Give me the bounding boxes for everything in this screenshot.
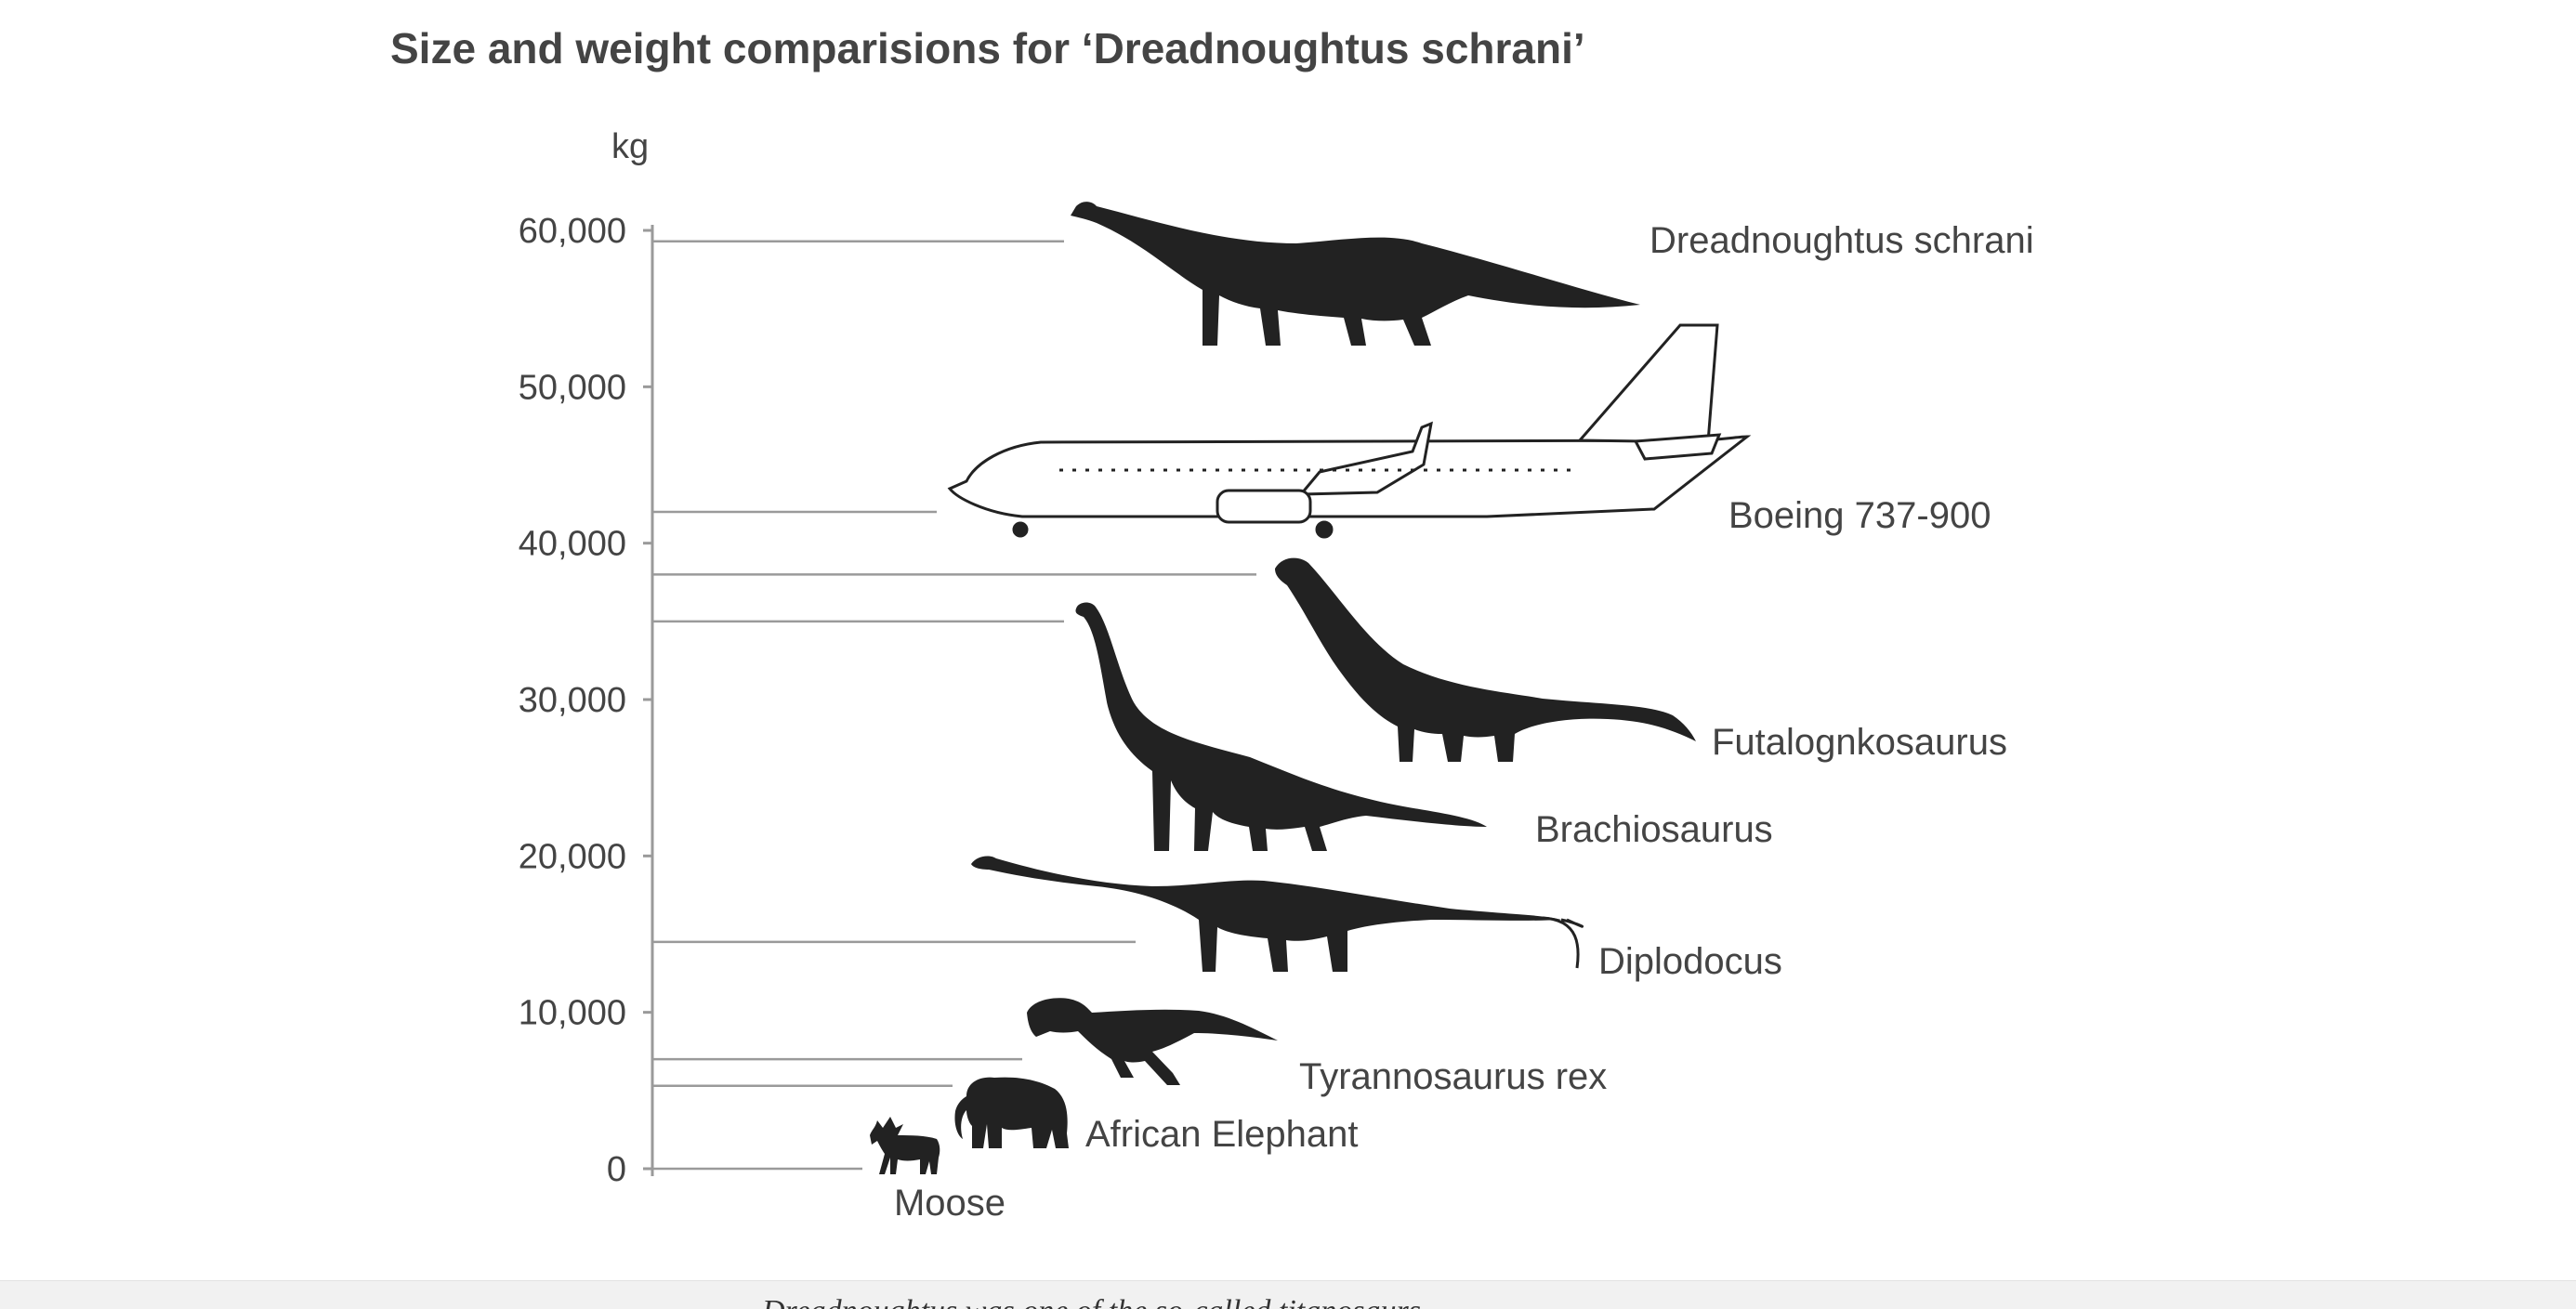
item-label: Boeing 737-900 [1728, 495, 1991, 536]
item-label: African Elephant [1085, 1114, 1359, 1155]
y-tick-label: 30,000 [519, 681, 626, 720]
y-tick-label: 0 [607, 1150, 626, 1189]
diplodocus-icon [971, 856, 1584, 972]
item-label: Diplodocus [1598, 941, 1782, 982]
caption-text: Dreadnoughtus was one of the so-called t… [762, 1294, 1421, 1309]
tyrannosaurus-icon [1027, 998, 1278, 1085]
chart-title: Size and weight comparisions for ‘Dreadn… [390, 24, 1585, 72]
item-label: Tyrannosaurus rex [1299, 1056, 1607, 1097]
y-tick-label: 50,000 [519, 368, 626, 407]
leader-lines [652, 240, 1256, 1171]
elephant-icon [954, 1077, 1069, 1148]
caption-strip: Dreadnoughtus was one of the so-called t… [0, 1280, 2576, 1309]
long-neck-sauropod-icon [1071, 202, 1640, 346]
airplane-icon [947, 323, 1752, 539]
item-labels: Dreadnoughtus schrani Boeing 737-900 Futal… [894, 220, 2034, 1224]
y-axis: 0 10,000 20,000 30,000 40,000 50,000 60,000 [519, 212, 654, 1189]
y-tick-label: 40,000 [519, 525, 626, 564]
y-tick-label: 60,000 [519, 212, 626, 251]
item-label: Dreadnoughtus schrani [1649, 220, 2034, 261]
moose-icon [870, 1117, 940, 1174]
brachiosaurus-icon [1075, 602, 1487, 851]
y-axis-unit-label: kg [611, 127, 649, 166]
item-label: Futalognkosaurus [1712, 722, 2007, 763]
y-tick-label: 20,000 [519, 837, 626, 876]
item-label: Brachiosaurus [1535, 809, 1773, 850]
y-tick-label: 10,000 [519, 994, 626, 1033]
sauropod-icon [1275, 557, 1696, 762]
item-label: Moose [894, 1183, 1005, 1224]
